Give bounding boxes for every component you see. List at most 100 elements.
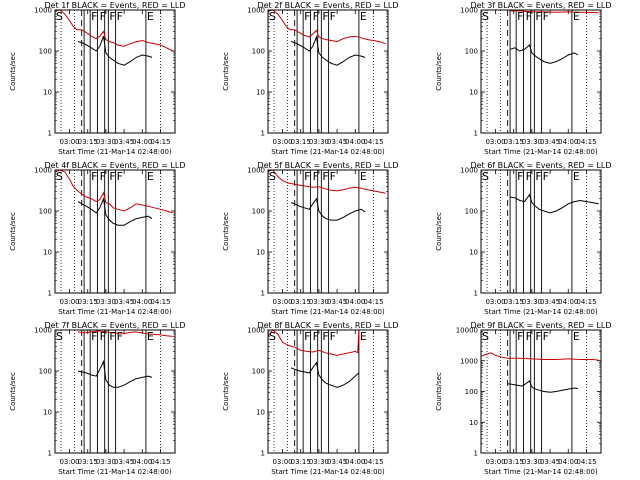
x-tick-label: 03:15 [78, 138, 98, 146]
x-tick-label: 03:15 [78, 298, 98, 306]
y-tick-label: 100 [39, 368, 52, 376]
plot-panel-9: Det 9f BLACK = Events, RED = LLD Counts/s… [435, 321, 612, 476]
plot-frame [480, 329, 602, 454]
x-axis-label: Start Time (21-Mar-14 02:48:00) [271, 468, 385, 476]
x-tick-label: 03:30 [309, 458, 329, 466]
marker-letter: F [543, 330, 549, 343]
marker-letter: F [526, 330, 532, 343]
marker-letter: F [304, 330, 310, 343]
x-tick-label: 03:15 [291, 458, 311, 466]
x-tick-label: 04:00 [345, 298, 365, 306]
x-tick-label: 03:30 [522, 458, 542, 466]
x-tick-label: 04:15 [363, 138, 383, 146]
marker-letter: F [526, 10, 532, 23]
marker-letter: S [482, 170, 489, 183]
marker-letter: F [535, 10, 541, 23]
x-tick-label: 04:00 [558, 458, 578, 466]
y-tick-label: 10 [469, 249, 478, 257]
y-tick-label: 1 [261, 130, 265, 138]
series-line-events [77, 359, 153, 388]
y-tick-label: 10 [43, 89, 52, 97]
marker-letter: E [573, 170, 580, 183]
x-tick-label: 04:00 [132, 138, 152, 146]
y-axis-label: Counts/sec [435, 52, 443, 91]
marker-letter: F [313, 170, 319, 183]
y-tick-label: 100 [252, 368, 265, 376]
x-tick-label: 03:30 [522, 138, 542, 146]
y-tick-label: 1 [261, 290, 265, 298]
x-tick-label: 03:15 [504, 138, 524, 146]
marker-letter: F [304, 170, 310, 183]
x-tick-label: 04:15 [363, 458, 383, 466]
y-axis-label: Counts/sec [435, 372, 443, 411]
plot-frame [54, 329, 176, 454]
x-tick-label: 03:00 [272, 458, 292, 466]
marker-letter: F [313, 330, 319, 343]
y-tick-label: 100 [39, 208, 52, 216]
x-tick-label: 03:00 [485, 458, 505, 466]
x-axis-label: Start Time (21-Mar-14 02:48:00) [484, 308, 598, 316]
series-line-lld [77, 330, 173, 337]
marker-letter: S [269, 330, 276, 343]
x-axis-label: Start Time (21-Mar-14 02:48:00) [484, 148, 598, 156]
marker-letter: F [543, 10, 549, 23]
x-tick-label: 03:45 [114, 138, 134, 146]
marker-letter: F [535, 170, 541, 183]
panel-title: Det 4f BLACK = Events, RED = LLD [44, 161, 185, 170]
x-tick-label: 03:45 [327, 138, 347, 146]
x-tick-label: 03:15 [291, 138, 311, 146]
y-axis-label: Counts/sec [9, 212, 17, 251]
x-axis-label: Start Time (21-Mar-14 02:48:00) [58, 308, 172, 316]
x-tick-label: 03:00 [59, 298, 79, 306]
y-axis-label: Counts/sec [222, 212, 230, 251]
plot-panel-3: Det 3f BLACK = Events, RED = LLD Counts/s… [435, 1, 612, 156]
y-tick-label: 100 [465, 208, 478, 216]
marker-letter: F [313, 10, 319, 23]
y-tick-label: 1 [261, 450, 265, 458]
series-line-events [290, 197, 366, 221]
series-line-events [290, 35, 366, 66]
marker-letter: F [109, 10, 115, 23]
marker-letter: E [573, 10, 580, 23]
plot-panel-5: Det 5f BLACK = Events, RED = LLD Counts/s… [222, 161, 399, 316]
plot-panel-4: Det 4f BLACK = Events, RED = LLD Counts/s… [9, 161, 186, 316]
x-axis-label: Start Time (21-Mar-14 02:48:00) [58, 468, 172, 476]
y-tick-label: 1000 [34, 167, 52, 175]
x-tick-label: 03:45 [114, 298, 134, 306]
x-tick-label: 03:45 [327, 458, 347, 466]
marker-letter: F [517, 170, 523, 183]
x-tick-label: 04:15 [150, 458, 170, 466]
x-tick-label: 03:00 [59, 138, 79, 146]
x-tick-label: 03:30 [96, 138, 116, 146]
marker-letter: S [269, 170, 276, 183]
plot-frame [480, 169, 602, 294]
x-tick-label: 03:00 [272, 298, 292, 306]
y-tick-label: 1 [474, 130, 478, 138]
marker-letter: S [482, 330, 489, 343]
marker-letter: F [117, 330, 123, 343]
marker-letter: F [117, 170, 123, 183]
y-tick-label: 10 [43, 249, 52, 257]
x-axis-label: Start Time (21-Mar-14 02:48:00) [58, 148, 172, 156]
marker-letter: S [56, 170, 63, 183]
y-tick-label: 1000 [34, 7, 52, 15]
series-line-events [509, 44, 579, 64]
x-tick-label: 04:15 [150, 298, 170, 306]
x-tick-label: 03:00 [272, 138, 292, 146]
y-axis-label: Counts/sec [435, 212, 443, 251]
panel-title: Det 9f BLACK = Events, RED = LLD [470, 321, 611, 330]
plot-frame [54, 9, 176, 134]
series-line-events [77, 36, 153, 66]
marker-letter: F [100, 330, 106, 343]
y-tick-label: 1 [474, 290, 478, 298]
marker-letter: S [269, 10, 276, 23]
marker-letter: F [91, 10, 97, 23]
y-tick-label: 10 [256, 409, 265, 417]
panel-title: Det 5f BLACK = Events, RED = LLD [257, 161, 398, 170]
x-tick-label: 03:45 [540, 138, 560, 146]
y-tick-label: 1 [48, 450, 52, 458]
x-tick-label: 03:30 [96, 298, 116, 306]
marker-letter: F [535, 330, 541, 343]
x-tick-label: 04:15 [576, 458, 596, 466]
y-tick-label: 100 [39, 48, 52, 56]
